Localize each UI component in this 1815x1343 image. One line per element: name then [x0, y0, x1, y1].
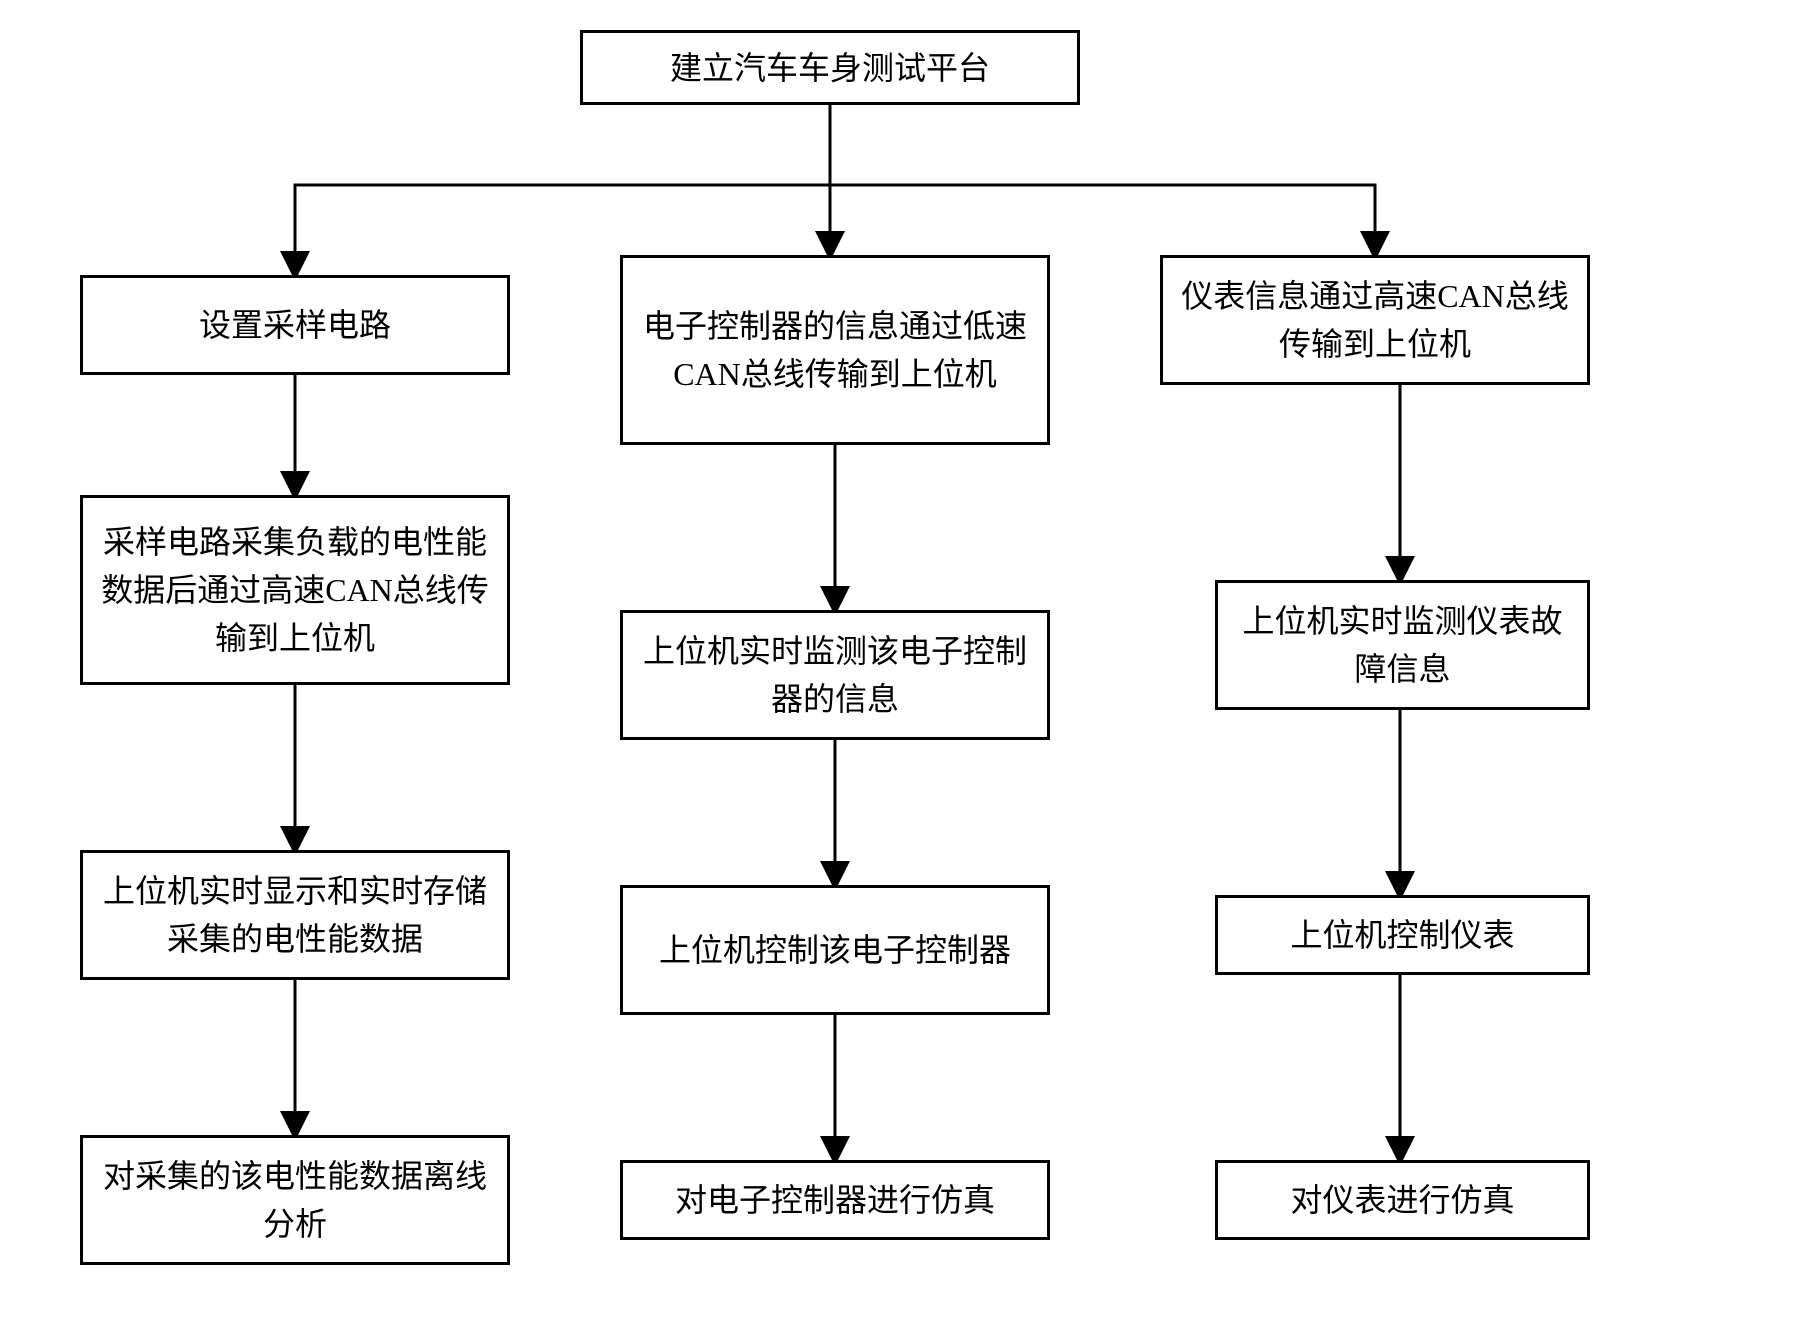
flowchart-container: 建立汽车车身测试平台 设置采样电路 采样电路采集负载的电性能数据后通过高速CAN…	[20, 20, 1795, 1323]
col2-box-4: 对电子控制器进行仿真	[620, 1160, 1050, 1240]
col1-box-4: 对采集的该电性能数据离线分析	[80, 1135, 510, 1265]
col1-box-3: 上位机实时显示和实时存储采集的电性能数据	[80, 850, 510, 980]
col3-box-1: 仪表信息通过高速CAN总线传输到上位机	[1160, 255, 1590, 385]
col2-box-1: 电子控制器的信息通过低速CAN总线传输到上位机	[620, 255, 1050, 445]
col2-box-2: 上位机实时监测该电子控制器的信息	[620, 610, 1050, 740]
col1-box-1: 设置采样电路	[80, 275, 510, 375]
col3-box-4: 对仪表进行仿真	[1215, 1160, 1590, 1240]
col2-box-3: 上位机控制该电子控制器	[620, 885, 1050, 1015]
col1-box-2: 采样电路采集负载的电性能数据后通过高速CAN总线传输到上位机	[80, 495, 510, 685]
col3-box-3: 上位机控制仪表	[1215, 895, 1590, 975]
col3-box-2: 上位机实时监测仪表故障信息	[1215, 580, 1590, 710]
root-box: 建立汽车车身测试平台	[580, 30, 1080, 105]
